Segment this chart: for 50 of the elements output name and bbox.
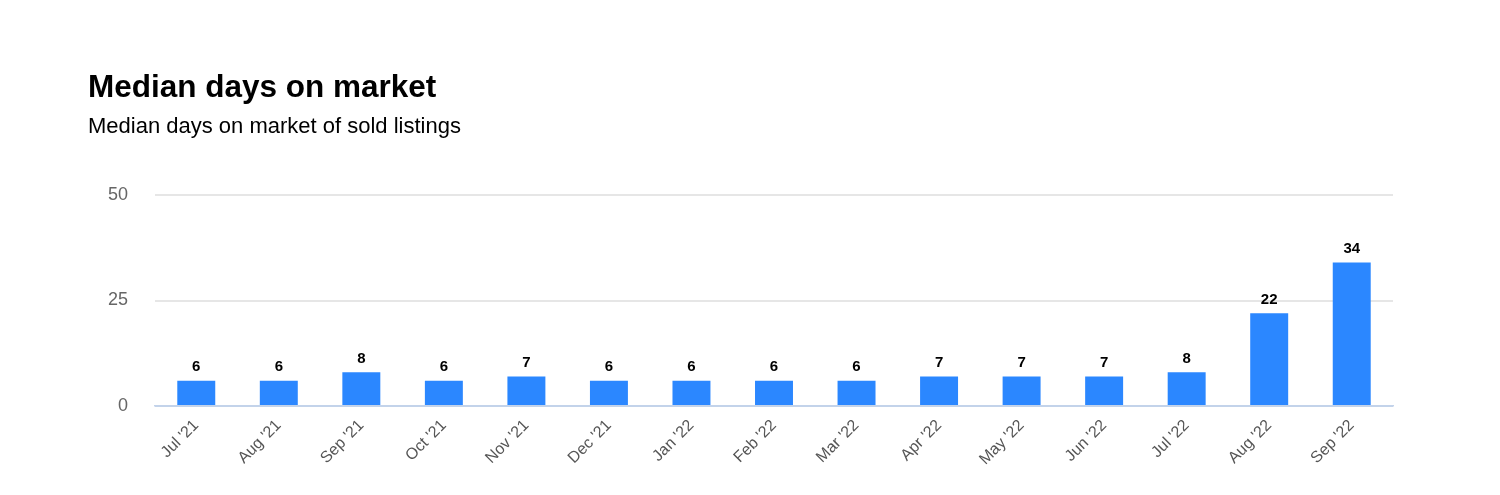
- bar: [342, 372, 381, 405]
- bar: [1167, 372, 1206, 405]
- x-tick-label: Jun '22: [1061, 415, 1110, 465]
- x-tick-label: Aug '21: [234, 415, 285, 467]
- data-label: 7: [934, 353, 944, 371]
- data-label: 22: [1260, 289, 1278, 307]
- x-tick-label: Dec '21: [564, 415, 615, 467]
- bar: [424, 380, 463, 405]
- data-label: 7: [1099, 353, 1109, 371]
- chart-subtitle: Median days on market of sold listings: [88, 113, 461, 139]
- y-tick-label: 25: [107, 289, 128, 310]
- bar: [177, 380, 216, 405]
- bar: [672, 380, 711, 405]
- x-tick-label: Mar '22: [812, 415, 862, 466]
- x-tick-label: Oct '21: [401, 415, 450, 464]
- data-label: 6: [687, 357, 696, 375]
- data-label: 6: [274, 357, 283, 375]
- bar: [920, 376, 959, 405]
- data-label: 6: [769, 357, 779, 375]
- chart-title: Median days on market: [88, 68, 437, 105]
- x-tick-label: Nov '21: [481, 415, 532, 467]
- y-tick-label: 50: [107, 183, 128, 204]
- bar: [507, 376, 546, 405]
- bar: [1085, 376, 1124, 405]
- bar: [1250, 313, 1289, 405]
- bar: [1002, 376, 1041, 405]
- bar: [1332, 262, 1371, 405]
- x-tick-label: Aug '22: [1224, 415, 1275, 467]
- y-tick-label: 0: [117, 394, 128, 415]
- data-label: 7: [522, 353, 531, 371]
- data-label: 6: [604, 357, 614, 375]
- bar: [755, 380, 793, 405]
- x-tick-label: Sep '22: [1306, 415, 1358, 467]
- x-tick-label: Apr '22: [896, 415, 945, 464]
- bar: [259, 380, 298, 405]
- data-label: 6: [852, 357, 861, 375]
- x-tick-label: Feb '22: [729, 415, 780, 466]
- data-label: 8: [1182, 348, 1191, 366]
- data-label: 8: [357, 348, 366, 366]
- x-tick-label: Jul '22: [1147, 415, 1192, 461]
- x-tick-label: Jul '21: [157, 415, 202, 461]
- x-tick-label: Jan '22: [648, 415, 697, 465]
- bar: [589, 380, 628, 405]
- bar: [837, 380, 876, 405]
- x-tick-label: Sep '21: [316, 415, 367, 467]
- data-label: 7: [1017, 353, 1026, 371]
- data-label: 6: [439, 357, 449, 375]
- x-tick-label: May '22: [975, 415, 1027, 468]
- data-label: 34: [1343, 239, 1361, 257]
- data-label: 6: [192, 357, 201, 375]
